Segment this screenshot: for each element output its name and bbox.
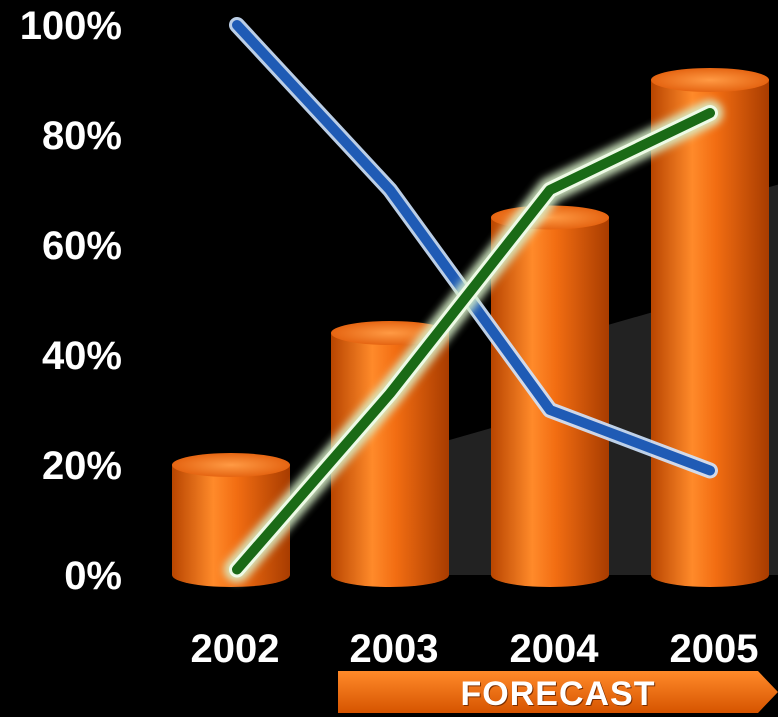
y-tick-label: 100% xyxy=(20,4,122,48)
line-point xyxy=(706,109,714,117)
x-axis: 2002 2003 2004 2005 xyxy=(191,627,759,671)
y-tick-label: 40% xyxy=(42,334,122,378)
line-point xyxy=(706,466,714,475)
line-point xyxy=(546,186,554,194)
x-tick-label: 2005 xyxy=(670,627,759,671)
x-tick-label: 2002 xyxy=(191,627,280,671)
x-tick-label: 2003 xyxy=(350,627,439,671)
line-point xyxy=(233,565,241,574)
y-tick-label: 0% xyxy=(64,554,122,598)
line-point xyxy=(386,389,394,398)
line-point xyxy=(546,406,554,414)
y-tick-label: 20% xyxy=(42,444,122,488)
forecast-label: FORECAST xyxy=(460,675,656,713)
y-axis: 0% 20% 40% 60% 80% 100% xyxy=(20,4,122,598)
line-point xyxy=(233,21,241,29)
y-tick-label: 80% xyxy=(42,114,122,158)
x-tick-label: 2004 xyxy=(510,627,600,671)
forecast-arrow xyxy=(338,671,778,713)
line-point xyxy=(386,186,394,194)
lines xyxy=(224,17,723,583)
y-tick-label: 60% xyxy=(42,224,122,268)
line-series-green xyxy=(224,100,723,583)
